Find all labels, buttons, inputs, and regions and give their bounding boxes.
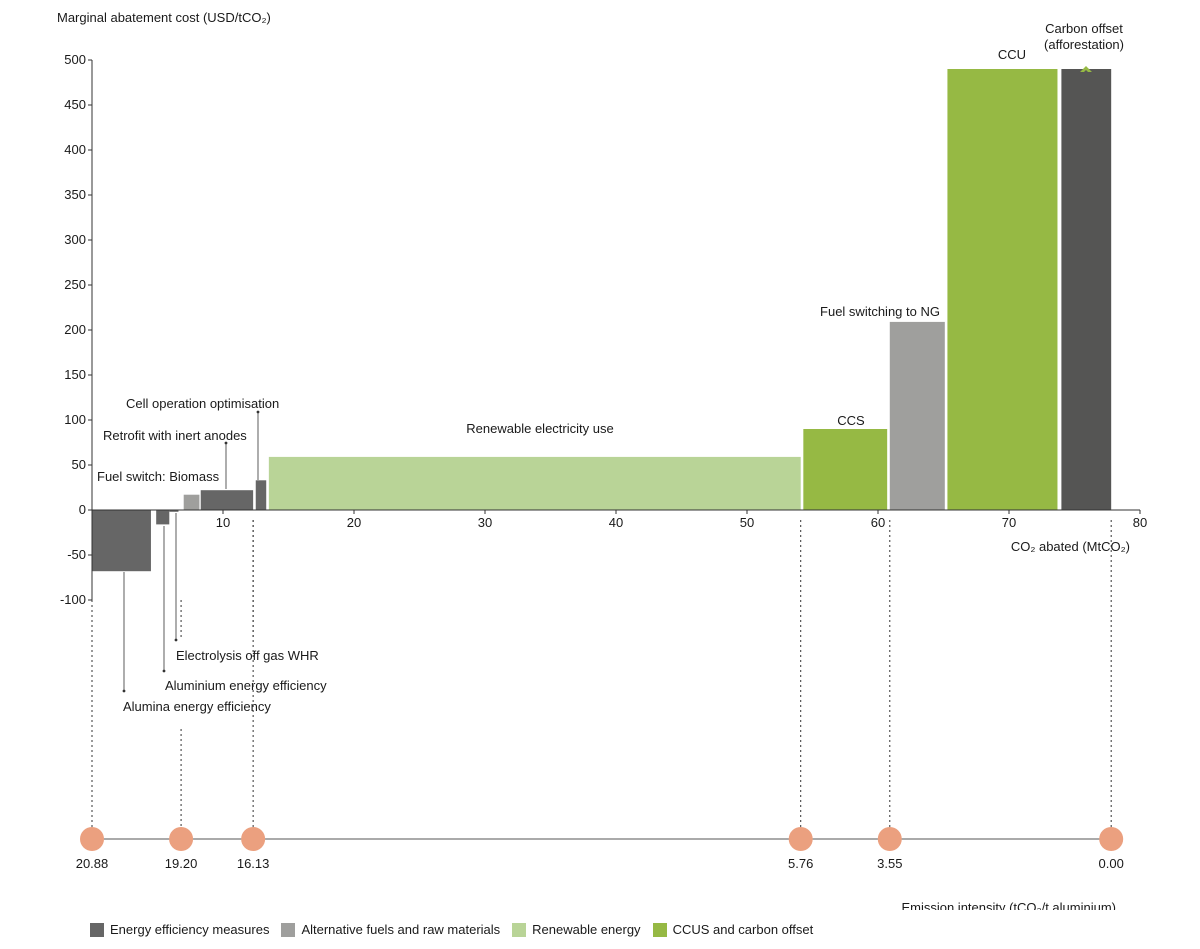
bar-0 <box>92 510 151 572</box>
bar-label: Fuel switching to NG <box>820 304 940 319</box>
bar-label: Retrofit with inert anodes <box>103 428 247 443</box>
y-tick-label: 500 <box>64 52 86 67</box>
bar-label: Fuel switch: Biomass <box>97 469 220 484</box>
intensity-label: 5.76 <box>788 856 813 871</box>
x-tick-label: 80 <box>1133 515 1147 530</box>
intensity-label: 3.55 <box>877 856 902 871</box>
legend-item-alternative-fuels: Alternative fuels and raw materials <box>281 922 500 937</box>
bar-label: Cell operation optimisation <box>126 396 279 411</box>
y-tick-label: 450 <box>64 97 86 112</box>
legend-label: Renewable energy <box>532 922 641 937</box>
legend-swatch <box>281 922 296 937</box>
bar-3 <box>183 494 200 510</box>
mac-curve-chart: Marginal abatement cost (USD/tCO₂) CO₂ a… <box>57 10 1147 910</box>
intensity-marker <box>877 827 902 851</box>
intensity-marker <box>788 827 813 851</box>
x-tick-label: 70 <box>1002 515 1016 530</box>
y-tick-label: 150 <box>64 367 86 382</box>
legend-label: Alternative fuels and raw materials <box>301 922 501 937</box>
intensity-label: 0.00 <box>1099 856 1124 871</box>
y-tick-label: -100 <box>60 592 86 607</box>
bar-7 <box>803 429 888 510</box>
y-tick-label: 400 <box>64 142 86 157</box>
y-tick-label: 350 <box>64 187 86 202</box>
x-tick-label: 60 <box>871 515 885 530</box>
y-tick-label: 50 <box>72 457 86 472</box>
bar-9 <box>947 69 1058 510</box>
bar-label: Carbon offset <box>1045 21 1123 36</box>
intensity-marker <box>169 827 194 851</box>
y-tick-label: 100 <box>64 412 86 427</box>
bar-label: Electrolysis off gas WHR <box>176 648 319 663</box>
legend-label: Energy efficiency measures <box>110 922 270 937</box>
x-tick-label: 30 <box>478 515 492 530</box>
legend-swatch <box>90 922 104 937</box>
legend-item-energy-efficiency: Energy efficiency measures <box>90 922 269 937</box>
legend-swatch <box>512 922 527 937</box>
y-tick-label: 200 <box>64 322 86 337</box>
intensity-marker <box>80 827 104 851</box>
bar-5 <box>255 480 267 510</box>
y-axis-title: Marginal abatement cost (USD/tCO₂) <box>57 10 271 25</box>
bar-4 <box>200 490 254 510</box>
bar-8 <box>889 321 945 510</box>
leader-dot <box>162 669 166 673</box>
legend-item-ccus: CCUS and carbon offset <box>652 922 814 937</box>
legend-label: CCUS and carbon offset <box>672 922 814 937</box>
bar-label: Aluminium energy efficiency <box>165 678 327 693</box>
legend-swatch <box>652 922 667 937</box>
y-tick-label: 0 <box>79 502 86 517</box>
chart-legend: Energy efficiency measures Alternative f… <box>90 922 813 937</box>
intensity-label: 16.13 <box>237 856 270 871</box>
bar-label: CCU <box>998 47 1026 62</box>
y-tick-label: 300 <box>64 232 86 247</box>
bar-label: (afforestation) <box>1044 37 1124 52</box>
leader-dot <box>122 689 126 693</box>
intensity-label: 20.88 <box>76 856 109 871</box>
y-tick-label: 250 <box>64 277 86 292</box>
bar-10 <box>1061 69 1112 510</box>
bar-6 <box>268 456 801 510</box>
leader-dot <box>174 638 178 642</box>
bar-label: CCS <box>837 413 865 428</box>
intensity-marker <box>1099 827 1124 851</box>
x-tick-label: 10 <box>216 515 230 530</box>
x-tick-label: 50 <box>740 515 754 530</box>
bar-label: Alumina energy efficiency <box>123 699 271 714</box>
y-tick-label: -50 <box>67 547 86 562</box>
offset-marker <box>1080 66 1092 72</box>
legend-item-renewable-energy: Renewable energy <box>512 922 641 937</box>
leader-dot <box>256 410 260 414</box>
bar-label: Renewable electricity use <box>466 421 613 436</box>
intensity-marker <box>241 827 266 851</box>
leader-dot <box>224 441 228 445</box>
x-tick-label: 40 <box>609 515 623 530</box>
x-tick-label: 20 <box>347 515 361 530</box>
bar-1 <box>156 510 170 525</box>
emission-intensity-title: Emission intensity (tCO₂/t aluminium) <box>901 900 1116 910</box>
intensity-label: 19.20 <box>165 856 198 871</box>
x-axis-title: CO₂ abated (MtCO₂) <box>1011 539 1130 554</box>
bar-2 <box>169 510 179 512</box>
